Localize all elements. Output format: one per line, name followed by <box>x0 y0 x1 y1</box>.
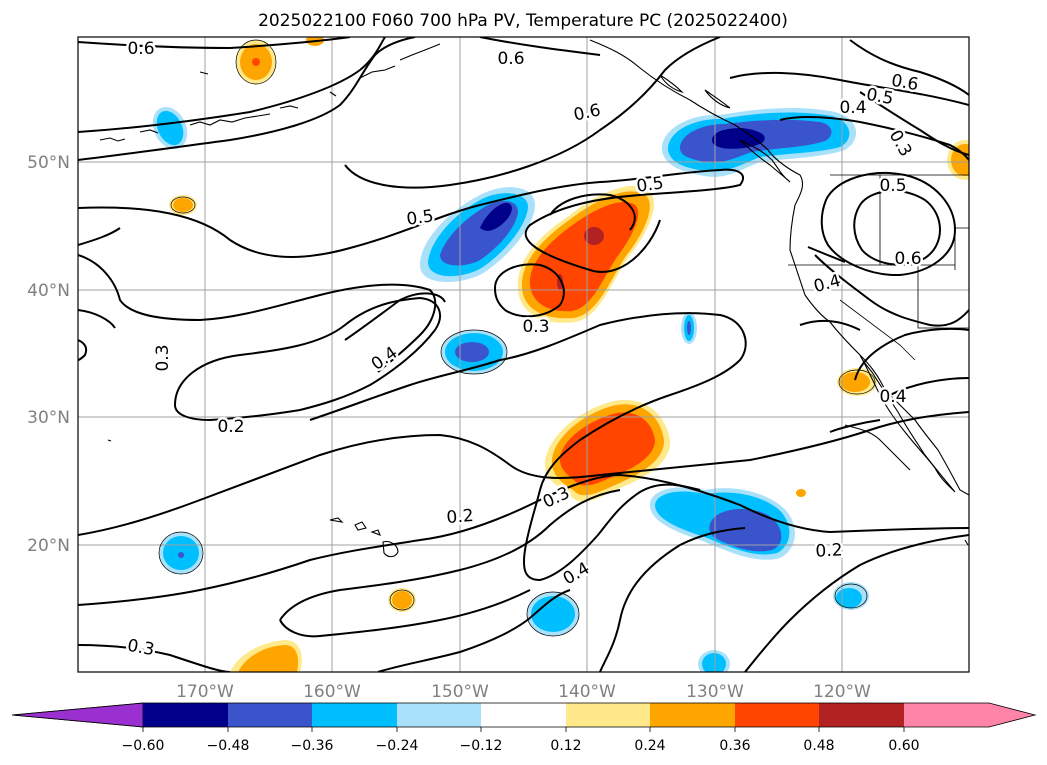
anomaly-outlines <box>158 39 876 637</box>
contour-label: 0.6 <box>127 39 154 59</box>
anomaly-warm-140w-42n <box>517 186 655 323</box>
colorbar-swatch-neg024 <box>312 703 397 727</box>
contour-label: 0.2 <box>217 417 244 437</box>
colorbar-swatch-neutral <box>481 703 566 727</box>
colorbar-tick-label: −0.24 <box>376 738 419 754</box>
anomaly-warm-top-left <box>236 40 276 84</box>
colorbar: −0.60 −0.48 −0.36 −0.24 −0.12 0.12 0.24 … <box>11 702 1037 754</box>
colorbar-tick-label: 0.24 <box>634 738 665 754</box>
colorbar-tick-label: 0.36 <box>719 738 750 754</box>
contour-label: 0.4 <box>839 98 866 118</box>
colorbar-swatch-pos048 <box>819 703 904 727</box>
anomaly-cold-143w-15n <box>527 592 579 636</box>
colorbar-ticks <box>142 727 905 732</box>
contour-label: 0.3 <box>522 317 549 337</box>
colorbar-tick-label: 0.48 <box>803 738 834 754</box>
colorbar-extend-max <box>904 703 1035 727</box>
anomaly-warm-small-125w <box>837 368 877 396</box>
lon-label-170w: 170°W <box>176 682 234 702</box>
pv-contours <box>78 37 969 672</box>
colorbar-tick-label: −0.48 <box>207 738 250 754</box>
colorbar-swatch-neg036 <box>228 703 312 727</box>
map-frame <box>77 36 970 673</box>
lat-label-50n: 50°N <box>27 153 70 173</box>
anomaly-cold-aleutian <box>152 106 188 150</box>
lat-label-40n: 40°N <box>27 281 70 301</box>
anomaly-cold-127w-22n <box>650 487 795 560</box>
colorbar-swatch-pos012 <box>566 703 650 727</box>
contour-label: 0.6 <box>497 49 524 69</box>
contour-label: 0.5 <box>635 173 665 197</box>
colorbar-swatch-neg048 <box>143 703 228 727</box>
colorbar-tick-label: −0.12 <box>460 738 503 754</box>
anomaly-warm-tiny-124w <box>796 489 806 497</box>
contour-label: 0.2 <box>446 506 475 528</box>
anomaly-cold-small-119w <box>833 582 869 610</box>
contour-label: 0.3 <box>153 344 173 371</box>
longitude-labels: 170°W 160°W 150°W 140°W 130°W 120°W <box>176 682 871 702</box>
latitude-labels: 50°N 40°N 30°N 20°N <box>27 153 70 556</box>
colorbar-tick-label: 0.60 <box>888 738 919 754</box>
lon-label-150w: 150°W <box>431 682 489 702</box>
map-plot-area: 0.6 0.60.60.60.60.50.50.50.50.40.40.40.40… <box>78 37 969 672</box>
lat-label-20n: 20°N <box>27 536 70 556</box>
anomaly-warm-bottom-left <box>230 640 302 672</box>
lon-label-160w: 160°W <box>303 682 361 702</box>
lon-label-120w: 120°W <box>813 682 871 702</box>
contour-label: 0.5 <box>405 206 435 230</box>
contour-label: 0.4 <box>879 387 906 407</box>
anomaly-warm-small-155w <box>388 588 416 612</box>
lon-label-140w: 140°W <box>558 682 616 702</box>
colorbar-tick-label: −0.36 <box>291 738 334 754</box>
colorbar-extend-min <box>11 702 144 728</box>
contour-label: 0.2 <box>815 540 843 561</box>
contour-label: 0.6 <box>894 249 921 269</box>
colorbar-tick-label: −0.60 <box>122 738 165 754</box>
lat-label-30n: 30°N <box>27 408 70 428</box>
colorbar-tick-label: 0.12 <box>550 738 581 754</box>
anomaly-warm-140w-27n <box>545 399 671 502</box>
anomaly-cold-bottom-130w <box>698 650 730 672</box>
map-title: 2025022100 F060 700 hPa PV, Temperature … <box>258 11 788 31</box>
anomaly-cold-small-132w <box>681 312 697 344</box>
lon-label-130w: 130°W <box>686 682 744 702</box>
colorbar-swatch-pos024 <box>650 703 735 727</box>
colorbar-swatch-neg012 <box>397 703 481 727</box>
contour-label: 0.5 <box>879 176 906 196</box>
colorbar-swatch-pos036 <box>735 703 819 727</box>
anomaly-warm-small-168w <box>169 195 197 215</box>
